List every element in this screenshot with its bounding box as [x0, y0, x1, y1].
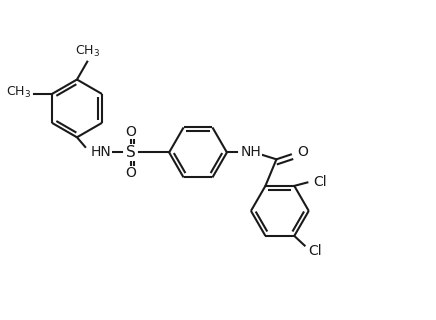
Text: Cl: Cl [313, 175, 327, 189]
Text: CH$_3$: CH$_3$ [75, 44, 100, 59]
Text: S: S [126, 145, 136, 160]
Text: CH$_3$: CH$_3$ [6, 85, 31, 100]
Text: HN: HN [91, 145, 112, 159]
Text: O: O [125, 125, 136, 139]
Text: NH: NH [241, 145, 262, 159]
Text: O: O [125, 166, 136, 180]
Text: Cl: Cl [308, 244, 322, 258]
Text: O: O [297, 145, 308, 159]
